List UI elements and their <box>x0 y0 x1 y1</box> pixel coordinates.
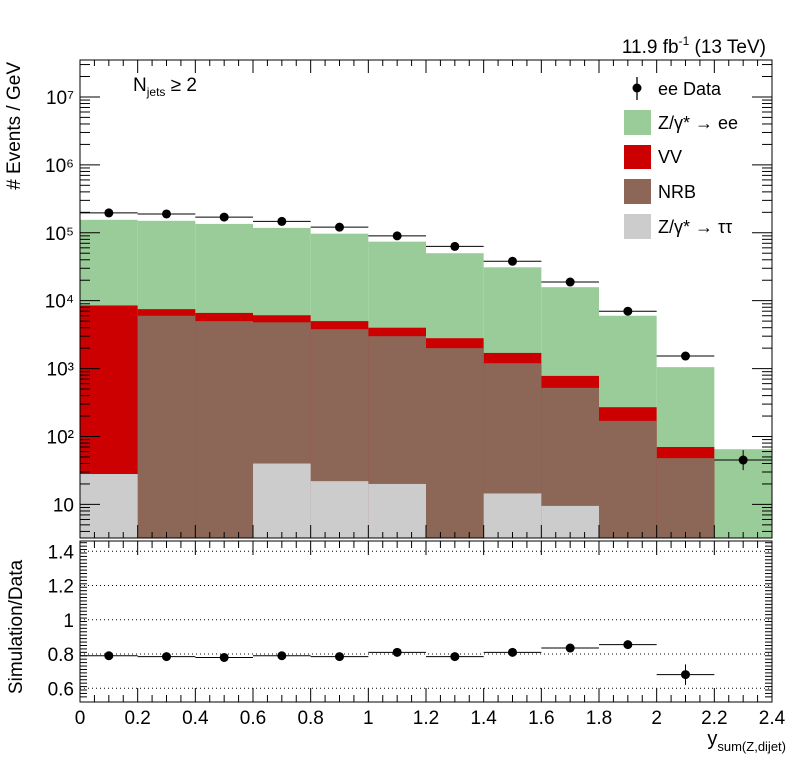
legend-swatch-vv <box>624 145 651 169</box>
ratio-xtick-label: 1.2 <box>413 708 439 729</box>
ratio-xtick-label: 2.4 <box>759 708 786 729</box>
lumi-label: 11.9 fb-1 (13 TeV) <box>622 34 766 58</box>
main-ytick-label: 10³ <box>47 360 74 381</box>
ratio-point <box>368 647 426 657</box>
data-points <box>80 208 772 471</box>
ratio-point <box>483 647 542 657</box>
lumi-energy: (13 TeV) <box>689 37 766 58</box>
legend-label-nrb: NRB <box>658 182 696 202</box>
ratio-xtick-label: 0.4 <box>182 708 209 729</box>
svg-text:Njets ≥ 2: Njets ≥ 2 <box>133 75 197 99</box>
ratio-point <box>656 664 715 685</box>
data-point <box>368 231 426 241</box>
legend-entry-dy-tautau: Z/γ* → ττ <box>624 214 732 239</box>
ratio-xtick-label: 1 <box>363 708 374 729</box>
bar-nrb <box>137 315 196 538</box>
data-point <box>195 212 253 222</box>
data-point <box>310 222 369 232</box>
ratio-ytick-label: 0.8 <box>48 645 74 666</box>
data-point <box>599 306 657 316</box>
main-panel: 10 10² 10³ 10⁴ 10⁵ 10⁶ 10⁷ # Events / GeV <box>4 59 773 539</box>
selection-main: N <box>133 75 147 96</box>
ratio-xtick-label: 2.2 <box>701 708 727 729</box>
data-point <box>541 277 599 287</box>
legend-label-vv: VV <box>658 147 682 167</box>
ratio-grid <box>80 550 772 689</box>
main-ytick-label: 10 <box>53 495 74 516</box>
ratio-point <box>253 651 311 661</box>
ratio-x-axis: 0 0.2 0.4 0.6 0.8 1 1.2 1.4 1.6 1.8 2 2.2 2.4 <box>75 541 786 729</box>
bar-dy-tautau <box>483 493 542 538</box>
ratio-ytick-label: 1.4 <box>48 542 75 563</box>
lumi-exp: -1 <box>679 34 690 48</box>
bar-dy-tautau <box>80 474 138 538</box>
legend-entry-data: ee Data <box>632 77 722 100</box>
bar-dy-tautau <box>253 463 311 538</box>
main-y-axis: 10 10² 10³ 10⁴ 10⁵ 10⁶ 10⁷ <box>45 64 772 532</box>
data-point <box>253 216 311 226</box>
ratio-point <box>195 652 253 662</box>
legend-swatch-dy-ee <box>624 110 651 135</box>
bar-nrb <box>656 458 715 538</box>
legend-swatch-nrb <box>624 179 651 204</box>
ratio-xtick-label: 2 <box>651 708 662 729</box>
svg-text:11.9 fb-1 (13 TeV): 11.9 fb-1 (13 TeV) <box>622 34 766 58</box>
bar-nrb <box>195 321 253 538</box>
ratio-frame <box>79 540 773 703</box>
ratio-point <box>599 640 657 650</box>
ratio-points <box>80 640 715 685</box>
ratio-xtick-label: 0.2 <box>124 708 150 729</box>
bar-dy-tautau <box>368 483 426 538</box>
ratio-xtick-label: 1.8 <box>586 708 612 729</box>
selection-tail: ≥ 2 <box>165 75 197 96</box>
legend: ee Data Z/γ* → ee VV NRB Z/γ* → ττ <box>624 77 738 239</box>
ratio-y-axis: 0.6 0.8 1 1.2 1.4 <box>48 542 772 700</box>
ratio-point <box>80 651 138 661</box>
ratio-point <box>541 643 599 653</box>
ratio-panel: 0.6 0.8 1 1.2 1.4 0 0.2 0.4 0.6 0.8 1 1.2 1.4 1.6 1.8… <box>6 540 786 754</box>
legend-entry-vv: VV <box>624 145 682 169</box>
stacked-histogram <box>80 219 772 539</box>
data-point <box>137 209 196 219</box>
ratio-point <box>426 652 484 662</box>
data-point <box>714 450 772 471</box>
bar-dy-tautau <box>310 481 369 538</box>
data-point <box>483 256 542 266</box>
ratio-ylabel: Simulation/Data <box>6 560 27 695</box>
legend-label-data: ee Data <box>658 79 722 99</box>
lumi-value: 11.9 fb <box>622 37 679 58</box>
data-point <box>80 208 138 218</box>
ratio-xtick-label: 0 <box>75 708 86 729</box>
main-ylabel: # Events / GeV <box>4 62 25 190</box>
data-point <box>656 351 715 361</box>
legend-label-dy-ee: Z/γ* → ee <box>658 113 738 133</box>
main-ytick-label: 10⁴ <box>45 292 74 313</box>
main-ytick-label: 10⁵ <box>45 224 74 245</box>
legend-swatch-dy-tautau <box>624 214 651 239</box>
ratio-point <box>137 652 196 662</box>
legend-label-dy-tautau: Z/γ* → ττ <box>658 217 732 237</box>
selection-label: Njets ≥ 2 <box>133 75 197 99</box>
legend-entry-dy-ee: Z/γ* → ee <box>624 110 738 135</box>
legend-entry-nrb: NRB <box>624 179 696 204</box>
ratio-xtick-label: 1.4 <box>470 708 497 729</box>
ratio-xlabel: ysum(Z,dijet) <box>707 728 786 754</box>
main-ytick-label: 10⁶ <box>45 156 74 177</box>
ratio-xtick-label: 0.8 <box>297 708 323 729</box>
main-x-ticks <box>79 60 773 538</box>
ratio-xtick-label: 1.6 <box>528 708 554 729</box>
main-ytick-label: 10² <box>47 427 74 448</box>
main-ytick-label: 10⁷ <box>46 88 74 109</box>
ratio-xtick-label: 0.6 <box>240 708 266 729</box>
legend-marker-data <box>632 83 642 93</box>
ratio-point <box>310 652 369 662</box>
data-point <box>426 241 484 251</box>
selection-sub: jets <box>146 85 166 99</box>
ratio-ytick-label: 0.6 <box>48 679 74 700</box>
bar-nrb <box>426 348 484 538</box>
ratio-ytick-label: 1.2 <box>48 577 74 598</box>
bar-nrb <box>599 420 657 538</box>
ratio-ytick-label: 1 <box>63 611 74 632</box>
